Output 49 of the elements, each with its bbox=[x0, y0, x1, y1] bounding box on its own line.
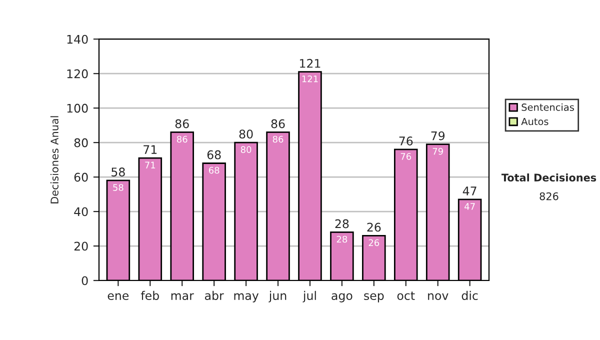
x-tick-label: feb bbox=[140, 290, 159, 300]
total-label: 121 bbox=[300, 58, 320, 68]
data-label: 86 bbox=[176, 136, 188, 143]
data-label: 121 bbox=[302, 75, 318, 82]
total-label: 86 bbox=[271, 119, 285, 128]
data-label: 26 bbox=[368, 239, 380, 246]
data-label: 71 bbox=[145, 162, 156, 168]
y-tick-label: 60 bbox=[74, 172, 88, 182]
x-tick-label: abr bbox=[205, 290, 224, 300]
total-label: 26 bbox=[367, 222, 381, 232]
x-tick-label: ago bbox=[332, 293, 352, 302]
text: 826 bbox=[540, 192, 558, 200]
data-label: 86 bbox=[272, 136, 284, 143]
text: Total Decisiones bbox=[501, 173, 596, 182]
data-label: 28 bbox=[336, 236, 348, 243]
x-tick-label: may bbox=[234, 293, 259, 302]
y-tick-label: 120 bbox=[67, 69, 88, 78]
data-label: 47 bbox=[464, 203, 475, 210]
total-label: 79 bbox=[431, 131, 445, 140]
x-tick-label: sep bbox=[364, 293, 384, 302]
data-label: 58 bbox=[113, 184, 124, 191]
y-tick-label: 0 bbox=[82, 276, 88, 286]
data-label: 80 bbox=[240, 146, 252, 153]
total-label: 28 bbox=[335, 219, 349, 228]
data-label: 68 bbox=[208, 166, 220, 174]
y-tick-label: 80 bbox=[74, 138, 88, 148]
y-tick-label: 140 bbox=[67, 34, 88, 44]
data-label: 76 bbox=[400, 153, 412, 160]
y-tick-label: 40 bbox=[74, 207, 88, 216]
legend-label: Sentencias bbox=[522, 103, 574, 111]
x-tick-label: jul bbox=[302, 290, 316, 302]
y-tick-label: 20 bbox=[74, 242, 88, 251]
x-tick-label: dic bbox=[462, 290, 478, 300]
total-label: 76 bbox=[399, 136, 413, 146]
y-axis-title: Decisiones Anual bbox=[50, 116, 58, 204]
data-label: 79 bbox=[432, 148, 443, 155]
total-label: 58 bbox=[112, 168, 125, 176]
legend-label: Autos bbox=[521, 118, 548, 126]
x-tick-label: nov bbox=[428, 293, 448, 300]
total-label: 71 bbox=[144, 145, 157, 154]
total-label: 80 bbox=[239, 130, 253, 139]
total-label: 86 bbox=[175, 119, 189, 128]
x-tick-label: jun bbox=[268, 290, 286, 302]
x-tick-label: mar bbox=[171, 293, 194, 300]
total-label: 47 bbox=[462, 186, 476, 196]
x-tick-label: ene bbox=[108, 293, 129, 300]
x-tick-label: oct bbox=[397, 292, 415, 300]
y-tick-label: 100 bbox=[67, 104, 88, 113]
total-label: 68 bbox=[207, 150, 221, 160]
